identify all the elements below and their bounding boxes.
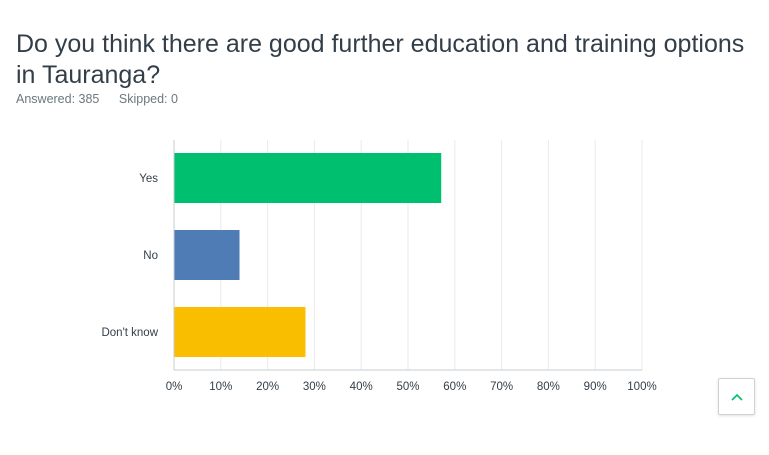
x-tick-label: 40% <box>350 381 373 393</box>
response-stats: Answered: 385 Skipped: 0 <box>16 92 194 106</box>
answered-count: Answered: 385 <box>16 92 100 106</box>
x-tick-label: 60% <box>443 381 466 393</box>
x-tick-label: 70% <box>490 381 513 393</box>
category-label: No <box>143 250 158 262</box>
x-tick-label: 50% <box>396 381 419 393</box>
category-label: Yes <box>139 173 158 185</box>
x-tick-label: 10% <box>209 381 232 393</box>
x-tick-label: 20% <box>256 381 279 393</box>
bars <box>174 153 442 357</box>
bar-don-t-know[interactable] <box>174 307 306 357</box>
x-tick-label: 30% <box>303 381 326 393</box>
question-title: Do you think there are good further educ… <box>16 29 745 89</box>
bar-no[interactable] <box>174 230 240 280</box>
x-tick-label: 0% <box>166 381 183 393</box>
axes <box>173 140 642 371</box>
scroll-to-top-button[interactable] <box>718 378 755 415</box>
x-tick-label: 90% <box>584 381 607 393</box>
x-tick-label: 100% <box>627 381 656 393</box>
labels: 0% 10% 20% 30% 40% 50% 60% 70% 80% 90% 100% Yes No Do… <box>101 173 656 393</box>
skipped-count: Skipped: 0 <box>118 92 178 106</box>
chevron-up-icon <box>730 393 743 401</box>
category-label: Don't know <box>101 327 158 339</box>
x-tick-label: 80% <box>537 381 560 393</box>
bar-yes[interactable] <box>174 153 442 203</box>
